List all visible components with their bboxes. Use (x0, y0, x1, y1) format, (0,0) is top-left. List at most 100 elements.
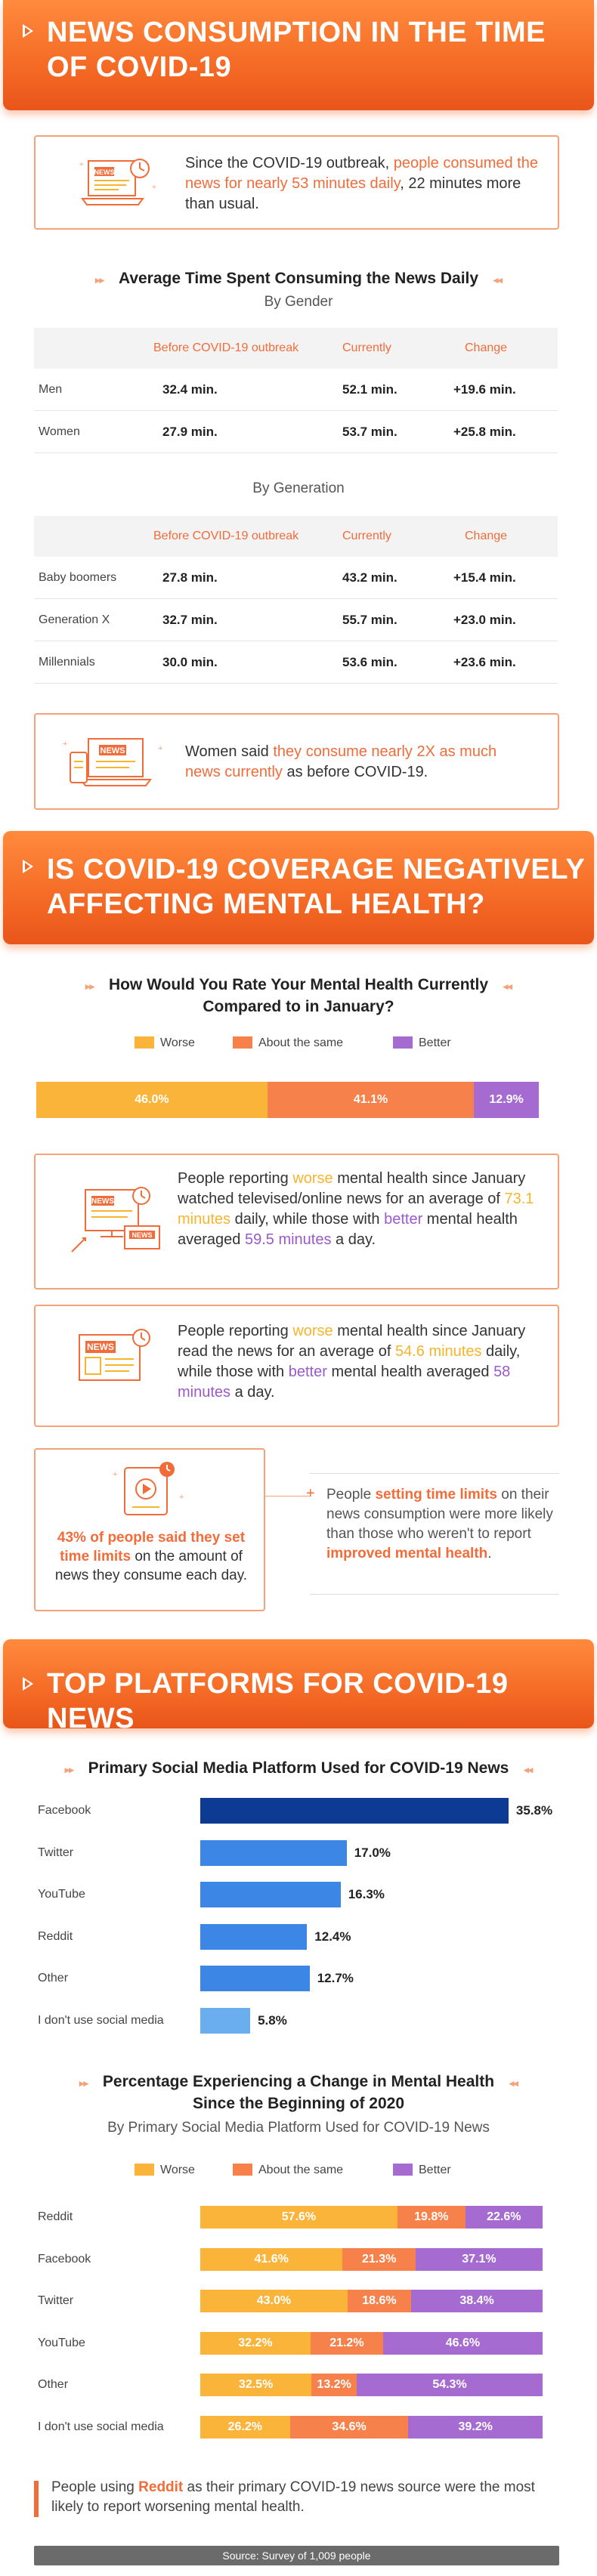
mental-health-chart-title: ▸▸ How Would You Rate Your Mental Health… (0, 974, 597, 1017)
bar-value-label: 16.3% (348, 1887, 385, 1901)
intro-text: Since the COVID-19 outbreak, people cons… (185, 153, 540, 215)
news-devices-icon: NEWS + + (60, 728, 173, 798)
row-label: Men (39, 383, 63, 396)
arrows-left-icon: ▸▸ (79, 2077, 88, 2089)
section3-banner: TOP PLATFORMS FOR COVID-19 NEWS (3, 1639, 594, 1734)
table-row: Women 27.9 min. 53.7 min. +25.8 min. (34, 411, 558, 453)
arrows-right-icon: ◂◂ (509, 2077, 518, 2089)
row-current: 53.6 min. (342, 655, 397, 669)
svg-text:NEWS: NEWS (91, 1197, 114, 1206)
bar-category-label: Reddit (38, 2210, 73, 2223)
arrows-left-icon: ▸▸ (64, 1764, 74, 1775)
avg-time-title-text: Average Time Spent Consuming the News Da… (118, 270, 479, 287)
row-current: 55.7 min. (342, 613, 397, 627)
bar-segment-same: 41.1% (267, 1082, 475, 1118)
col-before: Before COVID-19 outbreak (153, 530, 299, 542)
tv-news-icon: NEWS NEWS (64, 1184, 170, 1259)
row-before: 27.9 min. (162, 425, 218, 439)
bar (200, 1798, 509, 1824)
svg-text:NEWS: NEWS (132, 1231, 153, 1239)
row-before: 32.4 min. (162, 382, 218, 397)
section3-title: TOP PLATFORMS FOR COVID-19 NEWS (47, 1668, 509, 1734)
reddit-note-p2: as their primary COVID-19 news source we… (51, 2479, 535, 2515)
gender-table-header: Before COVID-19 outbreak Currently Chang… (34, 328, 558, 369)
arrows-right-icon: ◂◂ (503, 981, 512, 992)
banner-triangle-icon (23, 860, 33, 873)
svg-text:NEWS: NEWS (101, 746, 125, 755)
legend-swatch-better (393, 2164, 413, 2176)
women-note-text: Women said they consume nearly 2X as muc… (185, 742, 533, 783)
time-limits-note: People setting time limits on their news… (326, 1485, 553, 1564)
bar-category-label: Other (38, 1972, 69, 1985)
bar-segment-better: 54.3% (357, 2374, 543, 2396)
legend-same: About the same (233, 1036, 343, 1050)
legend-swatch-same (233, 2164, 252, 2176)
bar-category-label: YouTube (38, 1888, 85, 1901)
intro-text-highlight: people consumed the news for nearly 53 m… (185, 155, 538, 192)
stacked-bar: 32.5% 13.2% 54.3% (200, 2374, 543, 2396)
limits-note-p2: on their news consumption were more like… (326, 1487, 553, 1542)
legend-label: Worse (160, 2164, 195, 2176)
women-note-pre: Women said (185, 743, 274, 760)
legend-swatch-same (233, 1036, 252, 1049)
row-change: +25.8 min. (453, 425, 516, 439)
mental-health-title-line2: Compared to in January? (203, 998, 394, 1015)
stacked-bar: 43.0% 18.6% 38.4% (200, 2290, 543, 2312)
svg-text:+: + (79, 161, 84, 169)
news-laptop-icon: NEWS + + (73, 152, 164, 220)
section1-title-line1: NEWS CONSUMPTION IN THE TIME (47, 17, 546, 48)
row-change: +23.0 min. (453, 613, 516, 627)
bar-value-label: 17.0% (354, 1845, 391, 1860)
change-title-line2: Since the Beginning of 2020 (192, 2095, 405, 2112)
bar (200, 1923, 308, 1950)
legend-label: Worse (160, 1036, 195, 1049)
bar-segment-better: 39.2% (408, 2415, 543, 2439)
time-limits-card: + + 43% of people said they set time lim… (34, 1448, 265, 1611)
bar-segment-better: 12.9% (474, 1082, 539, 1118)
row-before: 32.7 min. (162, 613, 218, 627)
arrows-right-icon: ◂◂ (493, 274, 503, 286)
note2-p3: daily, while those with (178, 1343, 521, 1380)
row-change: +19.6 min. (453, 382, 516, 397)
by-generation-label: By Generation (252, 480, 345, 496)
banner-triangle-icon (23, 24, 33, 38)
bar-category-label: I don't use social media (38, 2420, 164, 2433)
section2-title-line1: IS COVID-19 COVERAGE NEGATIVELY (47, 854, 586, 885)
source-text: Source: Survey of 1,009 people (222, 2550, 371, 2562)
bar-segment-worse: 41.6% (200, 2247, 343, 2271)
section1-title-line2: OF COVID-19 (47, 51, 232, 83)
note1-p1: People reporting (178, 1170, 293, 1187)
bar-segment-worse: 26.2% (200, 2415, 290, 2439)
bar-category-label: Facebook (38, 2252, 91, 2266)
table-row: Generation X 32.7 min. 55.7 min. +23.0 m… (34, 599, 558, 641)
row-label: Baby boomers (39, 571, 117, 584)
note2-p2: mental health since January read the new… (178, 1323, 526, 1360)
note2-v1: 54.6 minutes (394, 1343, 482, 1360)
bar-segment-same: 21.2% (310, 2331, 383, 2355)
women-note-post: as before COVID-19. (282, 764, 428, 780)
by-gender-label: By Gender (264, 294, 333, 310)
bar (200, 2007, 251, 2034)
limits-note-p1: People (326, 1487, 376, 1503)
bar-segment-worse: 43.0% (200, 2290, 348, 2312)
platform-chart-title: ▸▸ Primary Social Media Platform Used fo… (0, 1758, 597, 1780)
row-current: 43.2 min. (342, 570, 397, 585)
time-limits-post: on the amount of news they consume each … (54, 1549, 248, 1583)
note1-better: better (384, 1211, 423, 1228)
bar-segment-same: 34.6% (289, 2415, 409, 2439)
reddit-note-accent (34, 2481, 39, 2517)
platform-chart-title-text: Primary Social Media Platform Used for C… (88, 1759, 509, 1777)
note2-worse: worse (292, 1323, 333, 1339)
note1-p2: mental health since January watched tele… (178, 1170, 526, 1207)
bar-segment-better: 46.6% (382, 2331, 543, 2355)
women-note-card: NEWS + + Women said they consume nearly … (34, 713, 559, 810)
table-row: Baby boomers 27.8 min. 43.2 min. +15.4 m… (34, 557, 558, 599)
section2-banner: IS COVID-19 COVERAGE NEGATIVELY AFFECTIN… (3, 831, 594, 944)
overall-mental-health-bar: 46.0% 41.1% 12.9% (36, 1082, 539, 1118)
svg-text:+: + (152, 184, 156, 192)
bar-segment-same: 13.2% (311, 2374, 357, 2396)
svg-text:+: + (113, 1470, 117, 1479)
bar-segment-same: 18.6% (347, 2290, 412, 2312)
legend-swatch-worse (135, 1036, 154, 1049)
stacked-bar: 57.6% 19.8% 22.6% (200, 2206, 543, 2229)
